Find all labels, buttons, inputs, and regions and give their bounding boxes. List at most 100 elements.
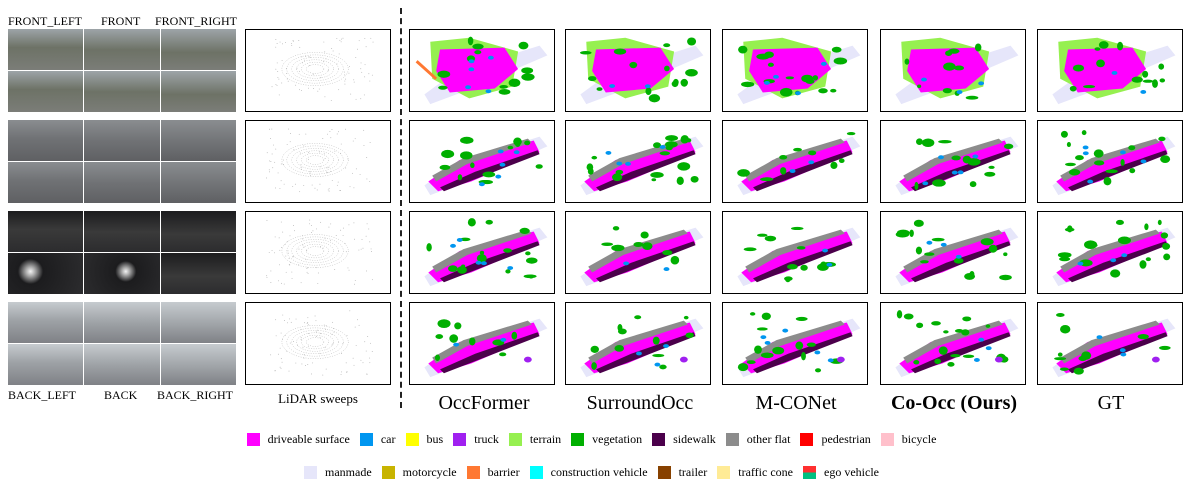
vegetation-blob — [1084, 240, 1098, 249]
car-blob — [951, 170, 958, 175]
other-flat-strip — [1060, 229, 1160, 273]
truck-blob — [679, 356, 688, 363]
vegetation-blob — [786, 264, 798, 270]
car-blob — [820, 61, 827, 66]
vegetation-blob — [1069, 85, 1077, 92]
vegetation-blob — [437, 70, 451, 78]
vegetation-blob — [1160, 232, 1169, 239]
vegetation-blob — [614, 344, 625, 352]
legend-item: vegetation — [571, 432, 642, 447]
vegetation-blob — [1094, 47, 1101, 51]
vegetation-blob — [653, 142, 662, 149]
legend-item: other flat — [725, 432, 790, 447]
legend-label: bus — [426, 432, 444, 446]
car-blob — [956, 90, 963, 95]
occupancy-prediction-panel — [1037, 29, 1183, 112]
vegetation-blob — [612, 173, 623, 182]
other-flat-strip — [588, 320, 688, 364]
driveable-surface-region — [899, 231, 1011, 283]
lidar-point-cloud — [270, 310, 373, 376]
vegetation-blob — [617, 328, 627, 335]
vegetation-blob — [916, 322, 924, 329]
lidar-sweep-panel — [245, 211, 391, 294]
car-blob — [826, 262, 833, 267]
vegetation-blob — [590, 345, 599, 353]
legend-label: car — [380, 432, 396, 446]
camera-thumbnail — [8, 120, 84, 161]
vegetation-blob — [687, 37, 697, 46]
vegetation-blob — [980, 238, 994, 246]
car-blob — [465, 85, 471, 90]
truck-blob — [994, 356, 1003, 363]
vegetation-blob — [448, 265, 458, 272]
legend-swatch — [657, 466, 671, 479]
car-blob — [453, 342, 460, 347]
vegetation-blob — [846, 132, 856, 136]
vegetation-blob — [1098, 41, 1109, 49]
car-blob — [616, 161, 623, 166]
car-blob — [1110, 258, 1117, 263]
vegetation-blob — [1145, 257, 1151, 262]
vegetation-blob — [1139, 260, 1147, 269]
vegetation-blob — [508, 78, 521, 87]
legend-label: bicycle — [901, 432, 937, 446]
car-blob — [814, 350, 821, 355]
truck-blob — [836, 356, 845, 363]
vegetation-blob — [1066, 141, 1071, 148]
vegetation-blob — [467, 218, 476, 227]
occupancy-prediction-panel — [1037, 211, 1183, 294]
camera-thumbnail — [160, 162, 236, 203]
vegetation-blob — [671, 80, 679, 88]
vegetation-blob — [1129, 168, 1136, 174]
truck-blob — [1151, 356, 1160, 363]
car-blob — [663, 267, 670, 272]
camera-grid-row-4 — [8, 302, 236, 385]
car-blob — [763, 80, 770, 85]
vegetation-blob — [457, 266, 467, 274]
driveable-surface-region — [584, 322, 696, 374]
lidar-label: LiDAR sweeps — [278, 391, 358, 406]
car-blob — [485, 89, 492, 94]
car-blob — [978, 337, 985, 342]
car-blob — [1077, 261, 1084, 266]
vegetation-blob — [965, 95, 979, 100]
camera-thumbnail — [8, 211, 84, 252]
vegetation-blob — [761, 312, 771, 320]
vegetation-blob — [524, 140, 531, 146]
vegetation-blob — [498, 89, 511, 95]
vegetation-blob — [1158, 63, 1165, 70]
vegetation-blob — [805, 79, 815, 84]
camera-thumbnail — [160, 302, 236, 343]
vegetation-blob — [1065, 162, 1076, 167]
vegetation-blob — [511, 331, 518, 340]
driveable-surface-region — [428, 140, 540, 192]
vegetation-blob — [838, 158, 845, 164]
legend-label: manmade — [325, 465, 372, 479]
vegetation-blob — [988, 244, 998, 253]
vegetation-blob — [690, 175, 699, 183]
vegetation-blob — [921, 138, 935, 148]
vegetation-blob — [760, 352, 774, 359]
driveable-surface-region — [899, 322, 1011, 374]
lidar-point-cloud — [266, 219, 373, 285]
vegetation-blob — [932, 179, 946, 187]
occupancy-prediction-panel — [565, 211, 711, 294]
car-blob — [1082, 145, 1089, 150]
vegetation-blob — [470, 162, 475, 169]
lidar-point-cloud — [271, 37, 374, 101]
occupancy-prediction-panel — [722, 29, 868, 112]
vegetation-blob — [650, 172, 664, 178]
method-label-gt: GT — [1097, 392, 1125, 414]
driveable-surface-region — [428, 322, 540, 374]
vegetation-blob — [1115, 219, 1124, 225]
vegetation-blob — [1162, 242, 1171, 250]
car-blob — [636, 351, 642, 356]
camera-thumbnail — [8, 344, 84, 385]
back-label: BACK — [104, 388, 138, 402]
vegetation-blob — [1060, 325, 1071, 334]
vegetation-blob — [652, 353, 665, 358]
legend-row: manmade motorcycle barrier construction veh… — [0, 465, 1183, 480]
vegetation-blob — [645, 87, 652, 95]
vegetation-blob — [613, 48, 627, 55]
car-blob — [921, 77, 927, 82]
